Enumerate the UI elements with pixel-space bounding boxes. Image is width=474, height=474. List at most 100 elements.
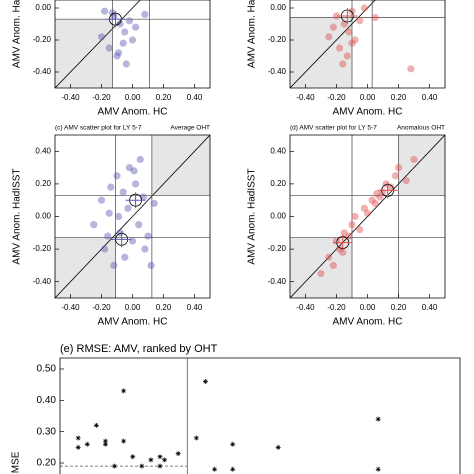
plot-area (290, 0, 445, 88)
point (128, 36, 137, 44)
point (112, 463, 118, 469)
point (375, 416, 381, 422)
y-tick-label: 0.20 (270, 179, 286, 188)
y-tick-label: -0.40 (33, 67, 52, 76)
point (329, 261, 337, 269)
axes-frame (289, 134, 446, 299)
point (97, 33, 106, 41)
y-axis-label: AMV Anom. HadISST (247, 0, 258, 68)
y-tick-label: 0.40 (35, 146, 51, 155)
y-axis-label: AMV Anom. HadISST (12, 168, 23, 264)
point (329, 23, 337, 31)
x-tick-label: -0.20 (92, 303, 111, 312)
point (125, 17, 133, 25)
point (345, 28, 353, 36)
point (387, 183, 395, 191)
point (125, 164, 133, 172)
y-tick-label: 0.20 (37, 458, 57, 469)
mean-cross (337, 8, 358, 24)
y-tick-label: -0.20 (268, 244, 287, 253)
panel-title: (d) AMV scatter plot for LY 5-7 (290, 125, 377, 132)
mean-cross (125, 192, 146, 209)
point (108, 9, 116, 17)
point (114, 49, 123, 57)
point (121, 28, 129, 36)
x-tick-label: 0.20 (391, 303, 407, 312)
point (144, 232, 152, 240)
x-tick-label: 0.40 (187, 303, 203, 312)
point (148, 457, 154, 463)
plot-area (55, 135, 210, 298)
shaded-quadrant (55, 19, 113, 88)
point (394, 164, 403, 172)
point (105, 209, 113, 217)
x-tick-label: -0.40 (61, 303, 80, 312)
axes-frame (54, 0, 211, 89)
point (175, 451, 181, 457)
panel-annotation: Anomalous OHT (397, 125, 445, 132)
point (113, 172, 121, 180)
point (101, 7, 109, 15)
y-tick-label: 0.00 (270, 212, 286, 221)
point (317, 269, 325, 278)
point (339, 60, 347, 68)
point (121, 438, 127, 444)
point (147, 261, 155, 269)
mean-cross (332, 234, 353, 251)
point (230, 441, 236, 447)
point (368, 196, 376, 204)
y-tick-label: 0.50 (37, 364, 57, 375)
point (139, 463, 145, 469)
plot-area (290, 135, 445, 298)
point (336, 245, 344, 253)
point (157, 454, 163, 460)
point (130, 167, 138, 175)
point (193, 435, 199, 441)
y-tick-label: 0.00 (35, 3, 51, 12)
point (114, 212, 123, 221)
point (128, 237, 137, 245)
point (343, 52, 351, 60)
point (351, 212, 359, 221)
x-tick-label: 0.00 (360, 303, 376, 312)
point (348, 221, 356, 229)
point (141, 10, 149, 18)
panel-annotation: Average OHT (170, 125, 210, 132)
x-tick-label: 0.00 (125, 93, 141, 102)
x-axis-label: AMV Anom. HC (332, 107, 402, 118)
y-tick-label: -0.20 (33, 244, 52, 253)
point (363, 209, 372, 217)
mean-cross (105, 11, 126, 28)
x-tick-label: -0.40 (296, 93, 315, 102)
point (102, 438, 108, 444)
point (107, 183, 115, 191)
point (130, 454, 136, 460)
y-tick-label: 0.30 (37, 426, 57, 437)
point (336, 44, 344, 52)
point (119, 39, 127, 47)
point (407, 65, 415, 73)
point (202, 379, 208, 385)
point (150, 199, 158, 208)
x-tick-label: 0.40 (422, 303, 438, 312)
point (356, 17, 364, 25)
one-to-one-line (55, 0, 141, 88)
one-to-one-line (290, 0, 376, 88)
point (93, 422, 99, 428)
point (132, 180, 140, 188)
point (75, 444, 81, 450)
one-to-one-line (55, 135, 210, 298)
panel-title: (c) AMV scatter plot for LY 5-7 (55, 125, 142, 132)
point (376, 193, 384, 201)
point (110, 261, 118, 269)
y-tick-label: -0.40 (33, 277, 52, 286)
point (371, 199, 379, 208)
x-tick-label: -0.40 (61, 93, 80, 102)
point (375, 466, 381, 472)
y-tick-label: -0.20 (268, 35, 287, 44)
point (113, 52, 121, 60)
x-tick-label: 0.20 (391, 93, 407, 102)
point (360, 4, 368, 12)
x-tick-label: 0.40 (187, 93, 203, 102)
plot-area (60, 358, 381, 474)
